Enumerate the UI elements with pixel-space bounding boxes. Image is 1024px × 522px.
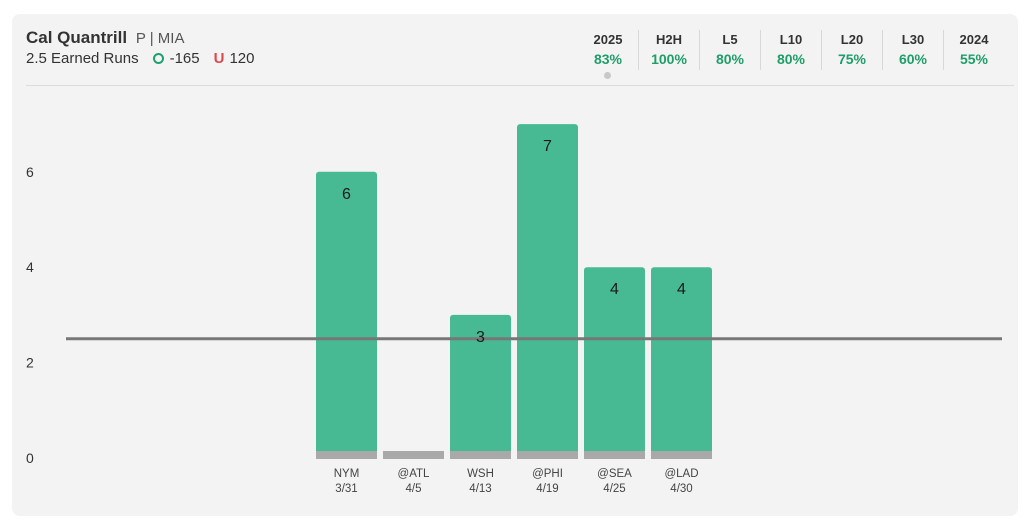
bar-value-label: 4 xyxy=(677,281,686,298)
over-circle-icon xyxy=(152,53,164,64)
x-tick-date: 3/31 xyxy=(335,483,357,495)
tab-hit-rate: 80% xyxy=(715,51,745,67)
tab-l10[interactable]: L10 80% xyxy=(760,30,821,70)
tab-hit-rate: 55% xyxy=(959,51,989,67)
bar-nym[interactable] xyxy=(316,171,377,459)
player-name: Cal Quantrill xyxy=(26,28,128,47)
player-position-team: P | MIA xyxy=(135,30,185,47)
bar-value-labels: 6 3 7 4 4 xyxy=(342,138,686,346)
x-tick-date: 4/19 xyxy=(536,483,558,495)
bar-base-band xyxy=(517,451,578,459)
card-header: Cal Quantrill P | MIA 2.5 Earned Runs -1… xyxy=(12,14,1018,86)
bar-at-sea[interactable] xyxy=(584,267,645,458)
market-line: 2.5 Earned Runs -165 U 120 xyxy=(26,50,254,67)
tab-label: 2024 xyxy=(959,32,989,47)
bars xyxy=(316,124,712,459)
bar-base-band xyxy=(584,451,645,459)
prop-card: Cal Quantrill P | MIA 2.5 Earned Runs -1… xyxy=(12,14,1018,516)
under-odds-button[interactable]: U 120 xyxy=(214,50,255,67)
x-axis: NYM 3/31 @ATL 4/5 WSH 4/13 @PHI 4/19 @SEA 4/25 @LA… xyxy=(334,468,699,495)
x-tick-date: 4/30 xyxy=(670,483,692,495)
tab-hit-rate: 75% xyxy=(837,51,867,67)
over-odds-value: -165 xyxy=(169,50,200,67)
bar-base-band xyxy=(383,451,444,459)
tab-hit-rate: 60% xyxy=(898,51,928,67)
y-axis: 0 2 4 6 xyxy=(26,164,34,466)
bar-value-label: 3 xyxy=(476,329,485,346)
tab-label: L5 xyxy=(722,32,738,47)
selected-indicator-dot xyxy=(604,72,611,79)
x-tick-opponent: @PHI xyxy=(532,468,563,480)
under-odds-value: 120 xyxy=(229,50,255,67)
bar-base-band xyxy=(316,451,377,459)
y-tick-label: 4 xyxy=(26,259,34,275)
tab-label: H2H xyxy=(655,32,682,47)
tab-hit-rate: 80% xyxy=(776,51,806,67)
x-tick-opponent: @LAD xyxy=(664,468,698,480)
x-tick-opponent: NYM xyxy=(334,468,360,480)
tab-label: L20 xyxy=(840,32,864,47)
tab-l5[interactable]: L5 80% xyxy=(699,30,760,70)
tab-2025[interactable]: 2025 83% xyxy=(578,30,638,79)
bar-value-label: 4 xyxy=(610,281,619,298)
hit-rate-tabs: 2025 83% H2H 100% L5 80% L10 80% L20 75% xyxy=(578,30,1004,79)
tab-2024[interactable]: 2024 55% xyxy=(943,30,1004,70)
tab-l20[interactable]: L20 75% xyxy=(821,30,882,70)
y-tick-label: 0 xyxy=(26,450,34,466)
bar-value-label: 7 xyxy=(543,138,552,155)
tab-hit-rate: 83% xyxy=(593,51,623,67)
earned-runs-bar-chart: 0 2 4 6 6 3 7 4 4 NYM 3/31 @ATL 4/5 WSH 4/13 @PHI 4/19… xyxy=(26,124,1002,495)
tab-label: L10 xyxy=(779,32,803,47)
x-tick-date: 4/13 xyxy=(469,483,491,495)
player-name-row: Cal Quantrill P | MIA xyxy=(26,28,184,48)
bar-base-band xyxy=(450,451,511,459)
tab-label: 2025 xyxy=(593,32,623,47)
bar-at-phi[interactable] xyxy=(517,124,578,458)
bar-value-label: 6 xyxy=(342,186,351,203)
tab-l30[interactable]: L30 60% xyxy=(882,30,943,70)
tab-hit-rate: 100% xyxy=(651,51,687,67)
under-letter-icon: U xyxy=(213,50,225,67)
over-odds-button[interactable]: -165 xyxy=(152,50,200,67)
x-tick-opponent: @SEA xyxy=(597,468,632,480)
header-divider xyxy=(26,85,1014,86)
bar-at-lad[interactable] xyxy=(651,267,712,458)
x-tick-date: 4/5 xyxy=(406,483,422,495)
x-tick-opponent: WSH xyxy=(467,468,494,480)
prop-label: 2.5 Earned Runs xyxy=(26,50,139,67)
bar-base-band xyxy=(651,451,712,459)
y-tick-label: 6 xyxy=(26,164,34,180)
x-tick-date: 4/25 xyxy=(603,483,625,495)
x-tick-opponent: @ATL xyxy=(398,468,431,480)
tab-label: L30 xyxy=(901,32,925,47)
tab-h2h[interactable]: H2H 100% xyxy=(638,30,699,70)
y-tick-label: 2 xyxy=(26,355,34,371)
bar-wsh[interactable] xyxy=(450,314,511,458)
